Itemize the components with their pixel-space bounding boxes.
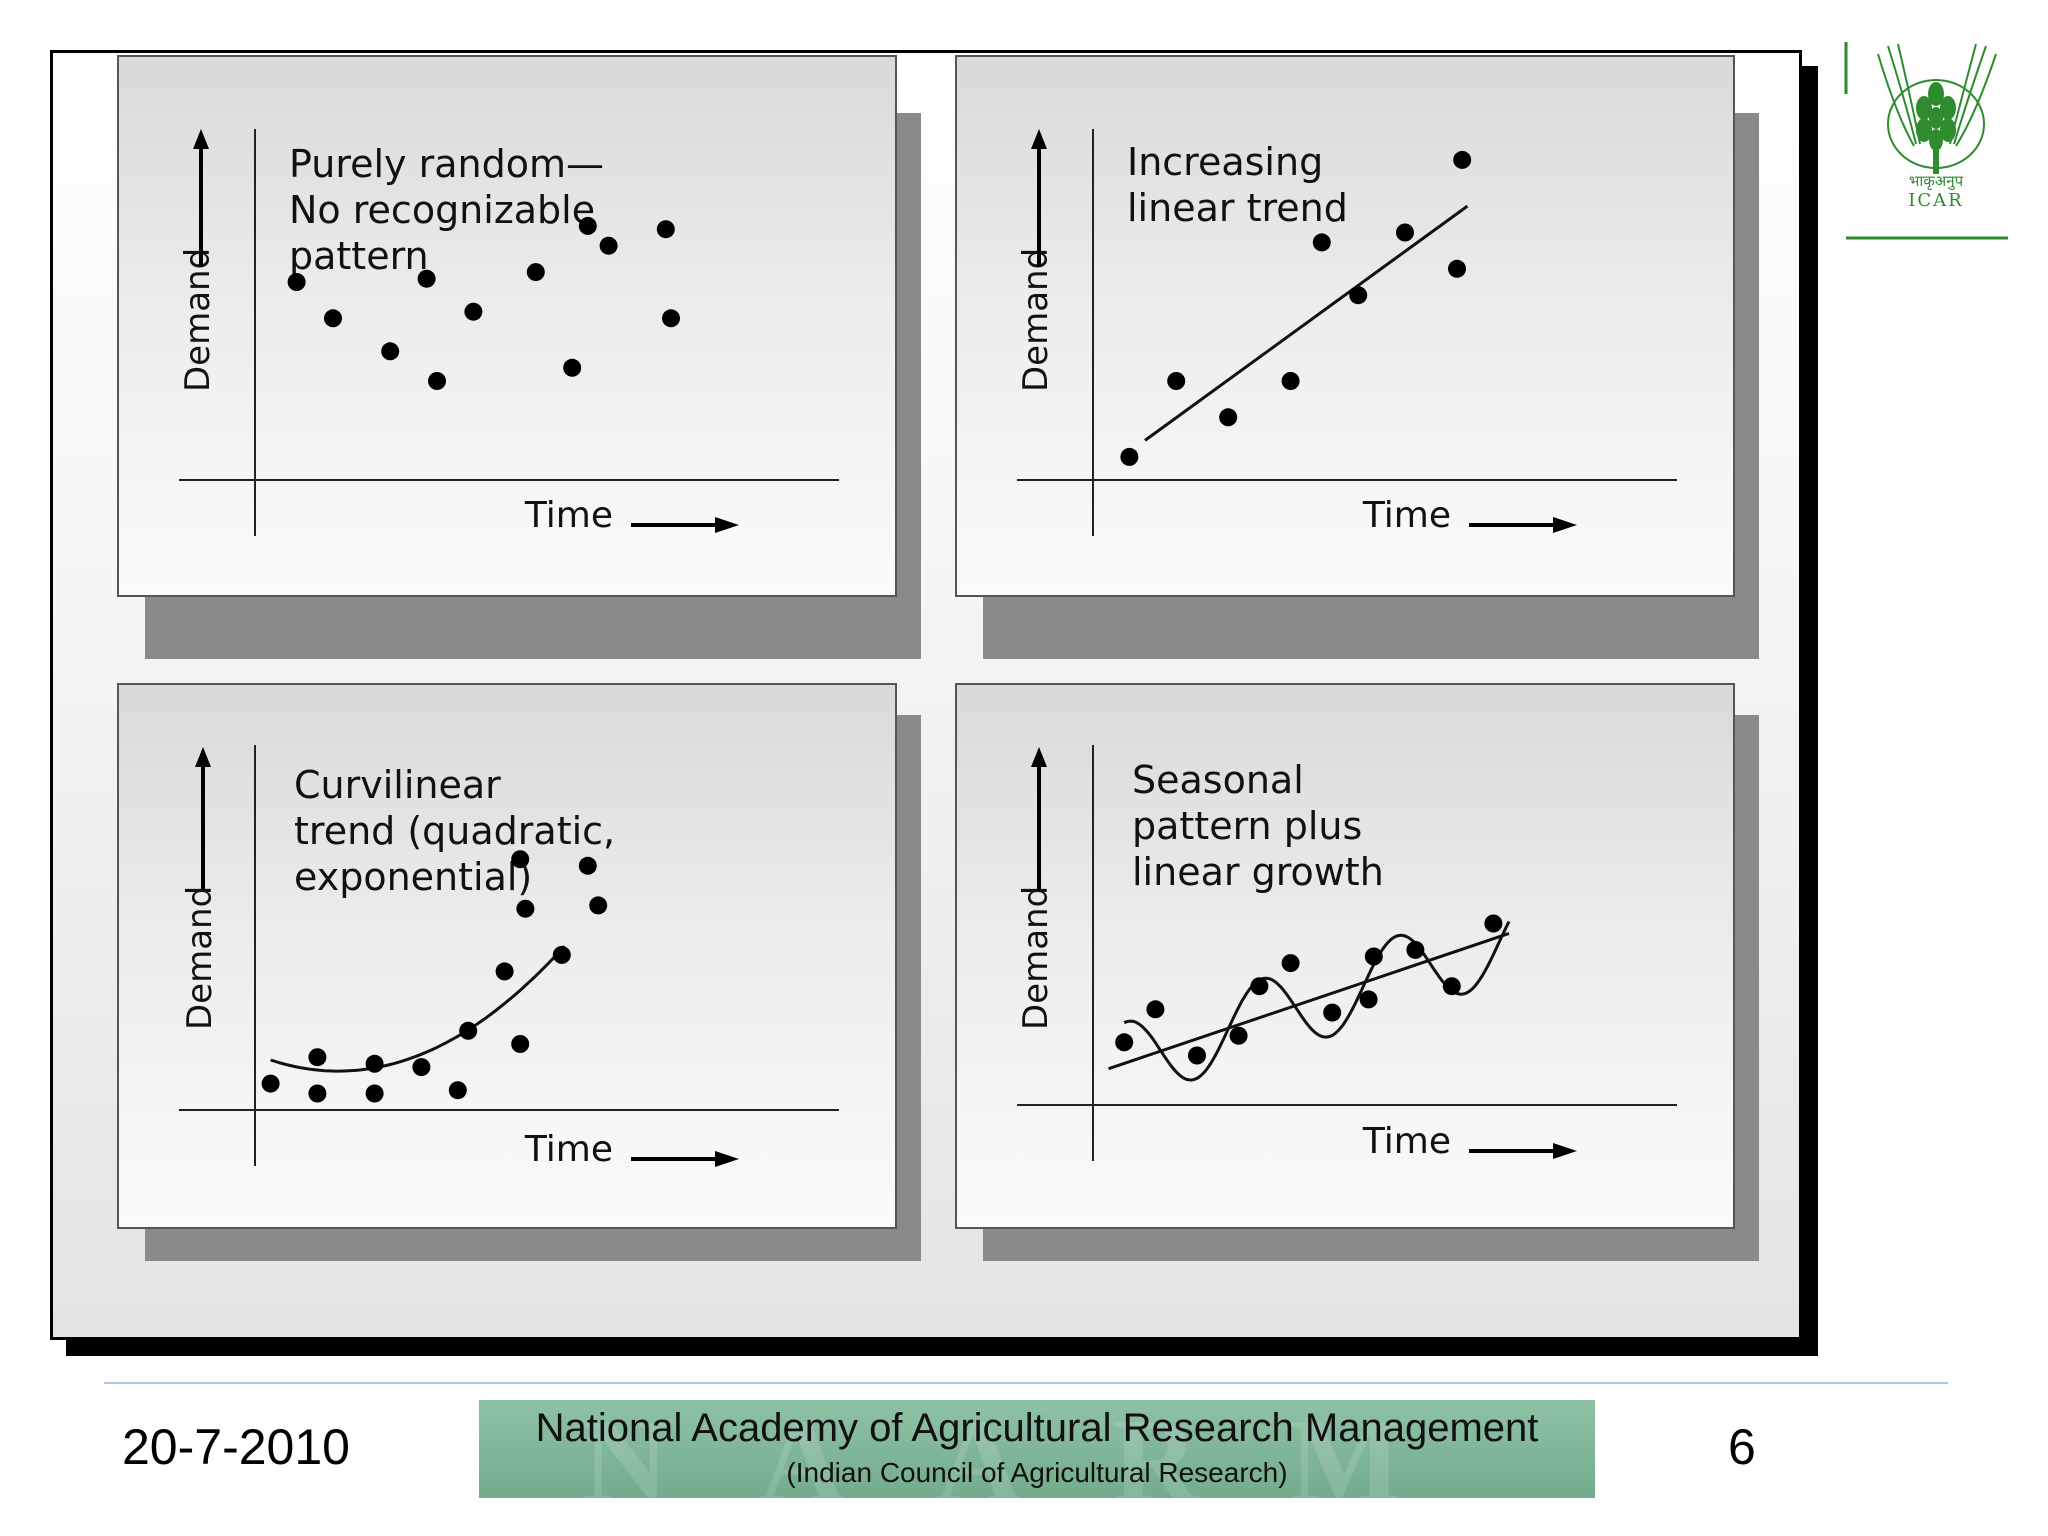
x-axis-label: Time bbox=[524, 1129, 613, 1170]
data-point bbox=[662, 309, 680, 328]
x-arrow-head bbox=[1553, 1143, 1577, 1159]
data-point bbox=[578, 856, 597, 875]
seasonal-curve bbox=[1123, 920, 1511, 1082]
y-axis-label: Demand bbox=[178, 248, 218, 392]
page-number: 6 bbox=[1728, 1419, 1756, 1475]
footer-divider bbox=[104, 1382, 1948, 1384]
data-point bbox=[526, 263, 545, 282]
banner-subtitle: (Indian Council of Agricultural Research… bbox=[786, 1457, 1288, 1488]
data-point bbox=[417, 269, 436, 288]
data-point bbox=[1219, 408, 1238, 427]
chart-panel-random: Demand Time Purely random— No recognizable p… bbox=[117, 55, 897, 597]
data-point bbox=[1359, 990, 1378, 1009]
chart-title-line: Increasing bbox=[1127, 140, 1323, 184]
data-point bbox=[563, 358, 582, 377]
data-point bbox=[1115, 1033, 1134, 1052]
y-arrow-head bbox=[195, 747, 211, 767]
trend-curve bbox=[270, 945, 566, 1073]
banner-watermark: NAARM bbox=[582, 1400, 1492, 1498]
data-point bbox=[1120, 447, 1139, 466]
chart-panel-curvilinear: Demand Time Curvilinear trend (quadratic, ex… bbox=[117, 683, 897, 1229]
data-point bbox=[1188, 1046, 1206, 1065]
data-point bbox=[1146, 1000, 1165, 1019]
data-point bbox=[1229, 1026, 1248, 1045]
data-point bbox=[412, 1058, 431, 1077]
data-point bbox=[365, 1084, 384, 1103]
data-point bbox=[552, 945, 571, 964]
x-axis-label: Time bbox=[1362, 495, 1451, 536]
data-point bbox=[428, 372, 446, 390]
data-point bbox=[1484, 914, 1503, 933]
chart-panel-linear: Demand Time Increasing linear trend bbox=[955, 55, 1735, 597]
x-axis-label: Time bbox=[524, 495, 613, 536]
banner-title: National Academy of Agricultural Researc… bbox=[535, 1406, 1539, 1450]
data-point bbox=[656, 220, 675, 239]
chart-title-line: pattern plus bbox=[1132, 804, 1362, 848]
data-point bbox=[308, 1084, 327, 1103]
data-point bbox=[324, 309, 342, 328]
logo-text-hindi: भाकृअनुप bbox=[1909, 172, 1964, 191]
chart-panel-seasonal: Demand Time Seasonal pattern plus linear gro… bbox=[955, 683, 1735, 1229]
footer-date: 20-7-2010 bbox=[122, 1419, 350, 1475]
y-arrow-head bbox=[1031, 747, 1047, 767]
data-point bbox=[459, 1021, 478, 1040]
data-point bbox=[448, 1081, 467, 1100]
chart-title-line: linear growth bbox=[1132, 850, 1384, 894]
data-point bbox=[464, 302, 483, 321]
x-axis-label: Time bbox=[1362, 1121, 1451, 1162]
data-point bbox=[511, 1035, 530, 1053]
data-point bbox=[599, 236, 618, 255]
trend-line bbox=[1108, 931, 1510, 1071]
chart-title-line: Curvilinear bbox=[294, 763, 501, 807]
chart-title-line: trend (quadratic, bbox=[294, 809, 615, 853]
x-arrow-head bbox=[715, 1151, 739, 1167]
data-point bbox=[261, 1074, 280, 1093]
figure-frame: Demand Time Purely random— No recognizable p… bbox=[50, 50, 1802, 1340]
data-point bbox=[287, 273, 306, 291]
data-point bbox=[365, 1054, 384, 1073]
footer-banner: NAARM National Academy of Agricultural R… bbox=[479, 1400, 1595, 1498]
chart-title-line: exponential) bbox=[294, 855, 532, 899]
logo-text-latin: ICAR bbox=[1908, 190, 1963, 211]
data-point bbox=[516, 899, 535, 918]
chart-title-line: Seasonal bbox=[1132, 758, 1304, 802]
data-point bbox=[1167, 372, 1186, 390]
x-arrow-head bbox=[1553, 517, 1577, 533]
chart-title-line: No recognizable bbox=[289, 188, 595, 232]
data-point bbox=[578, 216, 597, 235]
data-point bbox=[1281, 954, 1300, 973]
chart-title-line: Purely random— bbox=[289, 142, 604, 186]
data-point bbox=[1349, 286, 1368, 305]
data-point bbox=[1453, 150, 1472, 169]
y-arrow-head bbox=[1031, 129, 1047, 149]
data-point bbox=[1396, 223, 1414, 242]
trend-line bbox=[1144, 204, 1469, 442]
chart-random: Demand Time Purely random—No recognizablep… bbox=[178, 129, 839, 536]
chart-title-line: pattern bbox=[289, 234, 429, 278]
chart-title-line: linear trend bbox=[1127, 186, 1348, 230]
data-point bbox=[381, 342, 400, 361]
data-point bbox=[1250, 977, 1269, 996]
data-point bbox=[511, 850, 530, 869]
data-point bbox=[308, 1048, 327, 1067]
x-arrow-head bbox=[715, 517, 739, 533]
y-axis-label: Demand bbox=[1016, 248, 1056, 392]
y-arrow-head bbox=[193, 129, 209, 149]
icar-logo: भाकृअनुप ICAR bbox=[1844, 42, 2008, 240]
data-point bbox=[1364, 947, 1383, 966]
data-point bbox=[1312, 233, 1331, 252]
y-axis-label: Demand bbox=[1016, 886, 1056, 1030]
data-point bbox=[1323, 1003, 1342, 1022]
data-point bbox=[495, 962, 514, 981]
data-point bbox=[1281, 372, 1300, 390]
data-point bbox=[589, 896, 608, 915]
data-point bbox=[1406, 940, 1425, 959]
y-axis-label: Demand bbox=[180, 886, 220, 1030]
data-point bbox=[1442, 977, 1461, 996]
data-point bbox=[1448, 259, 1466, 278]
